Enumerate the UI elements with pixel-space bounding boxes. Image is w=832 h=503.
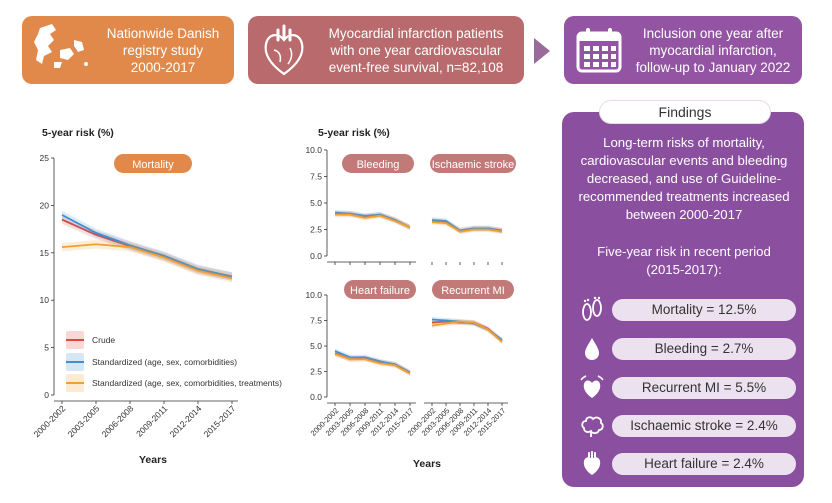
footprints-icon	[582, 296, 602, 321]
confidence-band	[432, 318, 502, 344]
y-tick-label: 10.0	[305, 145, 322, 155]
x-tick-label: 2012-2014	[168, 403, 204, 439]
findings-summary: Long-term risks of mortality, cardiovasc…	[578, 135, 790, 222]
y-tick-label: 7.5	[310, 172, 322, 182]
x-axis-title: Years	[139, 454, 167, 466]
heart-attack-icon	[580, 375, 604, 398]
y-tick-label: 7.5	[310, 316, 322, 326]
y-tick-label: 5.0	[310, 198, 322, 208]
y-tick-label: 25	[40, 153, 50, 163]
panel-title-pill	[114, 154, 192, 173]
y-tick-label: 2.5	[310, 225, 322, 235]
y-tick-label: 0.0	[310, 392, 322, 402]
panel-title: Ischaemic stroke	[432, 159, 515, 171]
panel-title: Bleeding	[357, 159, 400, 171]
confidence-band	[62, 215, 232, 281]
confidence-band	[62, 210, 232, 281]
confidence-band	[432, 219, 502, 235]
inclusion-box-text: Inclusion one year after myocardial infa…	[635, 25, 791, 75]
panel-title: Recurrent MI	[441, 285, 505, 297]
panel-title-pill	[342, 154, 414, 173]
confidence-band	[62, 240, 232, 283]
finding-mortality: Mortality = 12.5%	[612, 299, 796, 321]
brain-icon	[581, 416, 604, 437]
y-tick-label: 0.0	[310, 251, 322, 261]
y-tick-label: 10	[40, 295, 50, 305]
x-axis-title: Years	[413, 458, 441, 470]
y-tick-label: 10.0	[305, 290, 322, 300]
series-line	[431, 320, 503, 343]
series-line	[61, 214, 233, 278]
flow-arrow	[534, 38, 550, 64]
y-tick-label: 15	[40, 248, 50, 258]
y-tick-label: 5.0	[310, 341, 322, 351]
series-line	[335, 213, 411, 229]
y-axis-title: 5-year risk (%)	[318, 127, 390, 139]
inclusion-box: Inclusion one year after myocardial infa…	[564, 16, 802, 84]
study-box-text: Nationwide Danish registry study 2000-20…	[106, 25, 220, 75]
finding-ischaemic-stroke: Ischaemic stroke = 2.4%	[612, 415, 796, 437]
panel-title-pill	[344, 280, 416, 299]
findings-period: Five-year risk in recent period (2015-20…	[597, 244, 771, 277]
y-tick-label: 2.5	[310, 367, 322, 377]
finding-recurrent-mi: Recurrent MI = 5.5%	[612, 377, 796, 399]
population-box: Myocardial infarction patients with one …	[248, 16, 524, 84]
x-tick-label: 2006-2008	[100, 403, 136, 439]
calendar-icon	[576, 28, 622, 73]
panel-title: Mortality	[132, 159, 174, 171]
y-tick-label: 20	[40, 200, 50, 210]
population-box-text: Myocardial infarction patients with one …	[328, 25, 504, 75]
charts-area: 0 5 10 15 20 25 2000-20022003-20052006-2008200…	[32, 127, 516, 470]
panel-title: Heart failure	[350, 285, 410, 297]
x-tick-label: 2015-2017	[202, 403, 238, 439]
x-tick-label: 2000-2002	[32, 403, 68, 439]
finding-bleeding: Bleeding = 2.7%	[612, 338, 796, 360]
series-line	[334, 353, 411, 375]
series-line	[61, 243, 233, 280]
legend-label: Crude	[92, 335, 115, 345]
heart-icon	[264, 24, 304, 76]
series-line	[431, 219, 503, 232]
finding-heart-failure: Heart failure = 2.4%	[612, 453, 796, 475]
y-tick-label: 5	[44, 343, 49, 353]
x-tick-label: 2003-2005	[66, 403, 102, 439]
heart-failure-icon	[583, 451, 601, 475]
y-tick-label: 0	[44, 390, 49, 400]
series-line	[431, 221, 503, 233]
y-axis-title: 5-year risk (%)	[42, 127, 114, 139]
legend-label: Standardized (age, sex, comorbidities)	[92, 357, 237, 367]
panel-title-pill	[432, 280, 514, 299]
denmark-map-icon	[34, 24, 88, 68]
legend-label: Standardized (age, sex, comorbidities, t…	[92, 378, 282, 388]
confidence-band	[335, 351, 410, 377]
confidence-band	[335, 212, 410, 231]
panel-title-pill	[430, 154, 516, 173]
findings-title: Findings	[600, 101, 770, 123]
confidence-band	[432, 318, 502, 345]
x-tick-label: 2009-2011	[134, 403, 170, 439]
drop-icon	[585, 338, 599, 360]
study-box: Nationwide Danish registry study 2000-20…	[22, 16, 234, 84]
